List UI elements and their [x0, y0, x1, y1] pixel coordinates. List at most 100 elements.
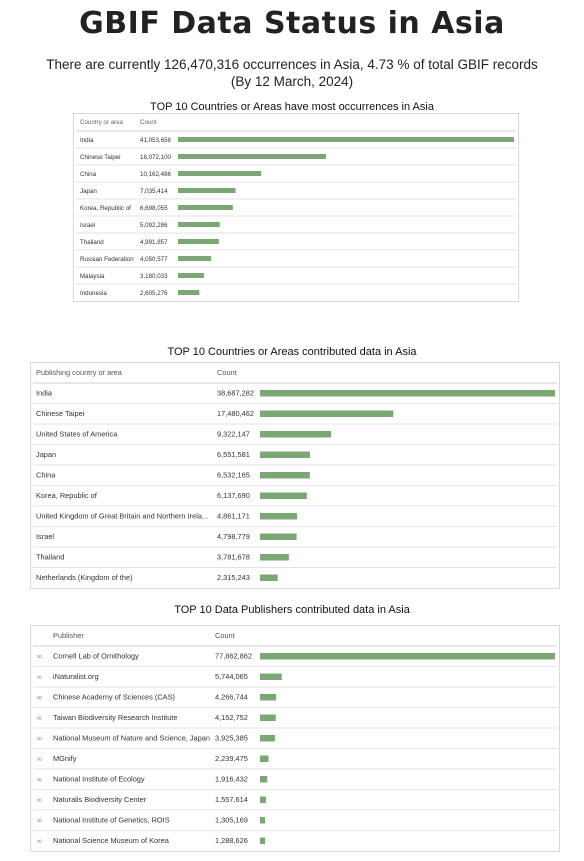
- value-label: 2,239,475: [215, 754, 248, 763]
- table-row: China 10,162,486: [76, 171, 516, 183]
- table-row: ∞ Chinese Academy of Sciences (CAS) 4,266,…: [33, 693, 557, 708]
- table-row: ∞ National Institute of Ecology 1,916,432: [33, 775, 557, 790]
- value-label: 4,152,752: [215, 713, 248, 722]
- table-row: United Kingdom of Great Britain and Nort…: [33, 512, 557, 527]
- table-row: Malaysia 3,180,033: [76, 273, 516, 285]
- table-row: ∞ iNaturalist.org 5,744,065: [33, 672, 557, 688]
- link-icon[interactable]: ∞: [36, 816, 43, 825]
- subtitle-summary: There are currently 126,470,316 occurren…: [46, 57, 538, 72]
- category-label: Japan: [80, 188, 97, 195]
- category-label: Thailand: [36, 553, 64, 562]
- category-label: India: [80, 137, 94, 144]
- value-label: 41,053,658: [140, 137, 172, 144]
- table-row: Thailand 3,781,678: [33, 553, 557, 568]
- value-label: 2,315,243: [217, 573, 250, 582]
- bar: [260, 554, 289, 561]
- bar: [178, 188, 236, 193]
- link-icon[interactable]: ∞: [36, 693, 43, 702]
- bar: [260, 451, 310, 458]
- category-label: China: [36, 471, 56, 480]
- subtitle-date: (By 12 March, 2024): [230, 74, 354, 89]
- column-header-count: Count: [217, 368, 237, 377]
- category-label[interactable]: National Museum of Nature and Science, J…: [53, 734, 210, 743]
- bar: [178, 137, 514, 142]
- value-label: 1,288,626: [215, 836, 248, 845]
- value-label: 3,925,385: [215, 734, 248, 743]
- table-row: Chinese Taipei 18,072,100: [76, 154, 516, 166]
- bar: [260, 817, 265, 824]
- table-row: Netherlands (Kingdom of the) 2,315,243: [36, 573, 278, 582]
- table-row: China 6,532,165: [33, 471, 557, 486]
- bar: [260, 837, 265, 844]
- category-label: Netherlands (Kingdom of the): [36, 573, 133, 582]
- category-label[interactable]: Taiwan Biodiversity Research Institute: [53, 713, 177, 722]
- bar: [260, 574, 278, 581]
- value-label: 1,305,169: [215, 816, 248, 825]
- page-subtitle: There are currently 126,470,316 occurren…: [0, 56, 584, 90]
- category-label: United States of America: [36, 430, 118, 439]
- chart2-title: TOP 10 Countries or Areas contributed da…: [167, 346, 417, 358]
- category-label: Japan: [36, 450, 56, 459]
- bar: [260, 714, 276, 721]
- value-label: 3,180,033: [140, 273, 168, 280]
- value-label: 4,861,171: [217, 512, 250, 521]
- bar: [260, 653, 555, 660]
- link-icon[interactable]: ∞: [36, 775, 43, 784]
- bar: [178, 290, 200, 295]
- category-label[interactable]: Cornell Lab of Ornithology: [53, 652, 139, 661]
- category-label: United Kingdom of Great Britain and Nort…: [36, 512, 208, 521]
- bar: [260, 533, 297, 540]
- chart3-svg: Publisher Count ∞ Cornell Lab of Ornitholog…: [33, 631, 557, 845]
- link-icon[interactable]: ∞: [36, 734, 43, 743]
- column-header-category: Country or area: [80, 119, 124, 126]
- value-label: 5,092,286: [140, 222, 168, 229]
- bar: [260, 796, 266, 803]
- category-label: India: [36, 389, 53, 398]
- chart3-panel: Publisher Count ∞ Cornell Lab of Ornitholog…: [30, 625, 560, 852]
- table-row: Korea, Republic of 6,698,055: [76, 205, 516, 217]
- value-label: 4,050,577: [140, 256, 168, 263]
- link-icon[interactable]: ∞: [36, 652, 43, 661]
- bar: [260, 472, 310, 479]
- table-row: ∞ MGnify 2,239,475: [33, 754, 557, 770]
- link-icon[interactable]: ∞: [36, 672, 43, 681]
- table-row: India 41,053,658: [76, 137, 516, 149]
- value-label: 2,605,276: [140, 290, 168, 297]
- category-label[interactable]: Chinese Academy of Sciences (CAS): [53, 693, 175, 702]
- bar: [260, 513, 298, 520]
- chart3-title: TOP 10 Data Publishers contributed data …: [174, 604, 410, 616]
- link-icon[interactable]: ∞: [36, 836, 43, 845]
- chart2-svg: Publishing country or area Count India 38,6…: [33, 368, 557, 582]
- category-label[interactable]: iNaturalist.org: [53, 672, 99, 681]
- link-icon[interactable]: ∞: [36, 713, 43, 722]
- value-label: 4,991,857: [140, 239, 168, 246]
- link-icon[interactable]: ∞: [36, 795, 43, 804]
- page-title: GBIF Data Status in Asia: [79, 6, 505, 41]
- category-label[interactable]: Naturalis Biodiversity Center: [53, 795, 147, 804]
- link-icon[interactable]: ∞: [36, 754, 43, 763]
- category-label[interactable]: National Institute of Genetics, ROIS: [53, 816, 170, 825]
- bar: [178, 154, 326, 159]
- value-label: 17,480,462: [217, 409, 254, 418]
- value-label: 4,266,744: [215, 693, 248, 702]
- table-row: ∞ National Science Museum of Korea 1,288,6…: [36, 836, 265, 845]
- category-label: Israel: [36, 532, 54, 541]
- table-row: India 38,687,282: [33, 389, 557, 404]
- bar: [178, 171, 262, 176]
- bar: [178, 222, 220, 227]
- bar: [260, 431, 332, 438]
- bar: [178, 273, 205, 278]
- chart1-panel: Country or area Count India 41,053,658 Chine…: [73, 113, 519, 302]
- table-row: Israel 5,092,286: [76, 222, 516, 234]
- bar: [260, 390, 555, 397]
- value-label: 38,687,282: [217, 389, 254, 398]
- chart1-title: TOP 10 Countries or Areas have most occu…: [150, 101, 434, 113]
- bar: [178, 205, 233, 210]
- category-label[interactable]: National Science Museum of Korea: [53, 836, 170, 845]
- value-label: 9,322,147: [217, 430, 250, 439]
- table-row: Thailand 4,991,857: [76, 239, 516, 251]
- category-label: Thailand: [80, 239, 104, 246]
- table-row: Israel 4,798,779: [33, 532, 557, 548]
- category-label[interactable]: National Institute of Ecology: [53, 775, 145, 784]
- category-label[interactable]: MGnify: [53, 754, 77, 763]
